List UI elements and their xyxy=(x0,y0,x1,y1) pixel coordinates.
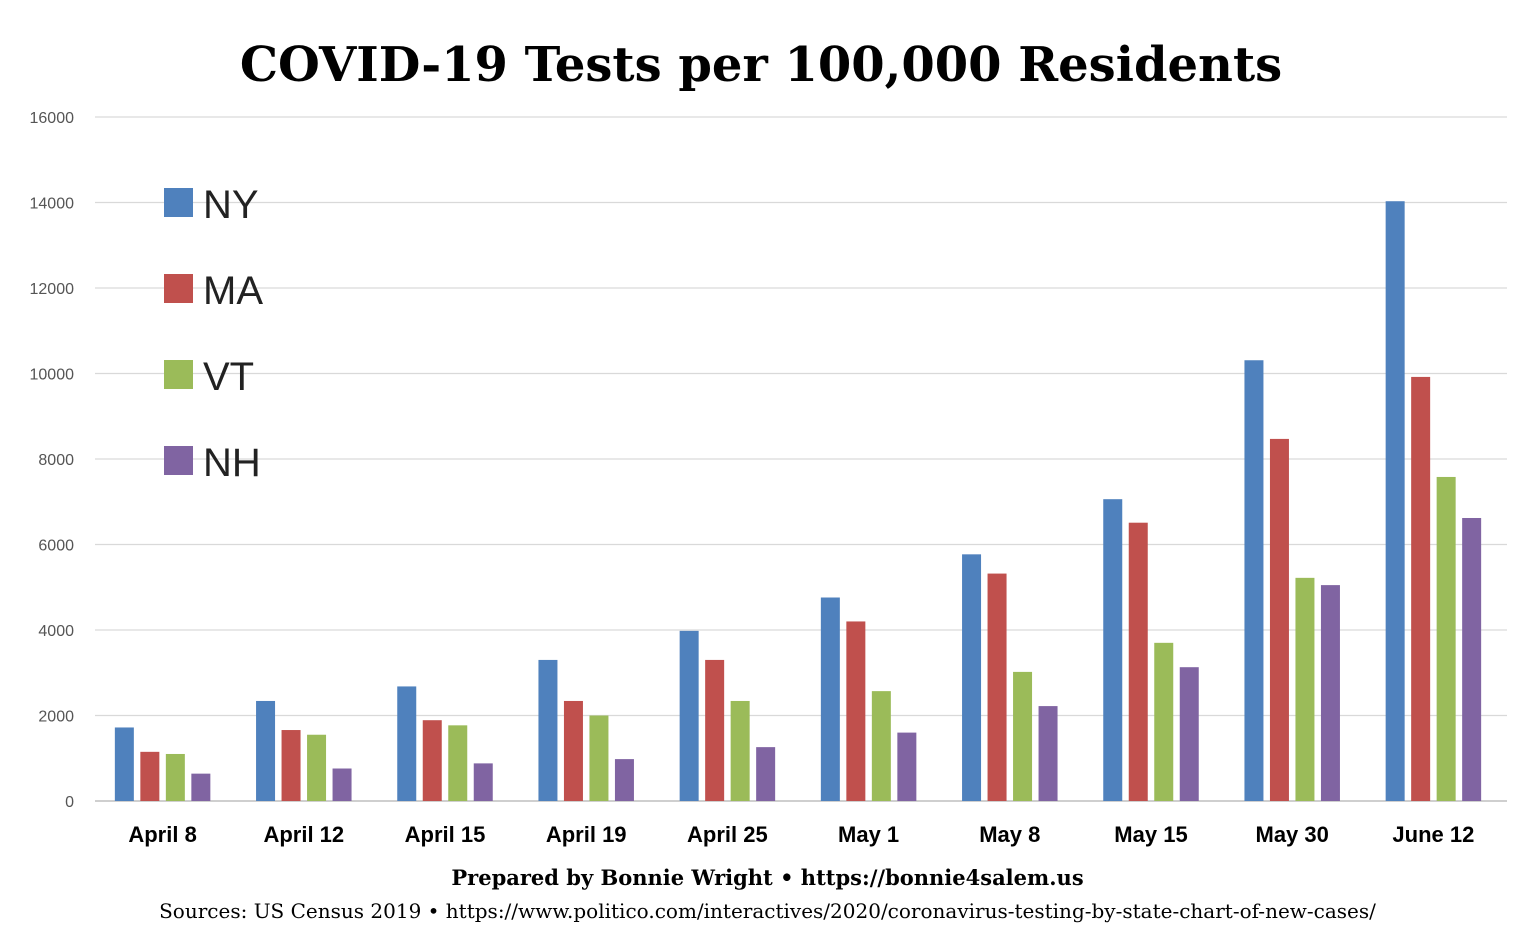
bar-ma-april-19 xyxy=(563,700,583,801)
y-tick-label: 6000 xyxy=(38,538,74,555)
y-tick-label: 8000 xyxy=(38,452,74,469)
bar-ny-april-25 xyxy=(679,630,699,801)
bar-ma-april-12 xyxy=(281,730,301,801)
bar-vt-may-15 xyxy=(1154,642,1174,801)
legend-label-ma: MA xyxy=(203,269,263,313)
bar-nh-may-30 xyxy=(1320,585,1340,801)
x-tick-label: April 15 xyxy=(405,822,486,847)
legend: NY MA VT NH xyxy=(164,183,263,485)
legend-swatch-ma xyxy=(164,274,193,303)
footer-sources: Sources: US Census 2019 • https://www.po… xyxy=(159,899,1376,923)
bar-ny-june-12 xyxy=(1385,201,1405,801)
bar-nh-april-19 xyxy=(614,759,634,801)
legend-label-ny: NY xyxy=(203,183,259,227)
bar-ny-may-30 xyxy=(1244,360,1264,801)
bar-ma-may-8 xyxy=(987,573,1007,801)
gridlines xyxy=(95,116,1507,802)
bar-vt-may-1 xyxy=(871,691,891,801)
x-tick-label: May 15 xyxy=(1114,822,1187,847)
bar-ma-may-15 xyxy=(1128,522,1148,801)
bar-ny-april-8 xyxy=(114,727,134,801)
bar-nh-may-1 xyxy=(897,732,917,801)
y-axis-ticks: 0 2000 4000 6000 8000 10000 12000 14000 16000 xyxy=(30,110,75,811)
bar-vt-may-30 xyxy=(1295,577,1315,801)
bar-nh-may-15 xyxy=(1179,667,1199,801)
bar-ma-april-25 xyxy=(705,659,725,801)
legend-swatch-vt xyxy=(164,360,193,389)
x-tick-label: May 8 xyxy=(979,822,1040,847)
bar-nh-april-25 xyxy=(756,747,776,801)
bar-ny-may-8 xyxy=(962,554,982,801)
x-axis-ticks: April 8 April 12 April 15 April 19 April 25 M… xyxy=(128,822,1474,847)
bar-nh-june-12 xyxy=(1462,517,1482,801)
bar-ny-april-15 xyxy=(397,686,417,801)
bar-nh-april-12 xyxy=(332,768,352,801)
bar-vt-may-8 xyxy=(1013,671,1033,801)
x-tick-label: April 19 xyxy=(546,822,627,847)
bar-vt-april-8 xyxy=(165,753,185,801)
bar-nh-may-8 xyxy=(1038,706,1058,801)
footer-credit: Prepared by Bonnie Wright • https://bonn… xyxy=(451,865,1084,890)
y-tick-label: 14000 xyxy=(30,196,75,213)
bar-ny-april-19 xyxy=(538,659,558,801)
x-tick-label: May 30 xyxy=(1256,822,1329,847)
bar-ny-may-15 xyxy=(1103,499,1123,801)
bar-vt-june-12 xyxy=(1436,476,1456,801)
bar-nh-april-8 xyxy=(191,773,211,801)
x-tick-label: May 1 xyxy=(838,822,899,847)
x-tick-label: April 8 xyxy=(128,822,196,847)
bar-ma-may-30 xyxy=(1269,438,1289,801)
bar-ny-april-12 xyxy=(256,700,276,801)
x-tick-label: April 25 xyxy=(687,822,768,847)
bars xyxy=(114,201,1482,801)
legend-label-vt: VT xyxy=(203,355,254,399)
bar-ma-april-15 xyxy=(422,720,442,801)
y-tick-label: 2000 xyxy=(38,709,74,726)
bar-ma-april-8 xyxy=(140,751,160,801)
legend-label-nh: NH xyxy=(203,441,261,485)
bar-vt-april-12 xyxy=(307,734,327,801)
bar-ma-june-12 xyxy=(1411,376,1431,801)
y-tick-label: 0 xyxy=(65,794,74,811)
bar-ma-may-1 xyxy=(846,621,866,801)
y-tick-label: 16000 xyxy=(30,110,75,127)
y-tick-label: 10000 xyxy=(30,367,75,384)
bar-ny-may-1 xyxy=(820,597,840,801)
bar-vt-april-19 xyxy=(589,715,609,801)
x-tick-label: June 12 xyxy=(1392,822,1474,847)
chart-title: COVID-19 Tests per 100,000 Residents xyxy=(239,37,1283,93)
y-tick-label: 12000 xyxy=(30,281,75,298)
legend-swatch-ny xyxy=(164,188,193,217)
bar-vt-april-15 xyxy=(448,725,468,801)
bar-nh-april-15 xyxy=(473,763,493,801)
legend-swatch-nh xyxy=(164,446,193,475)
bar-vt-april-25 xyxy=(730,700,750,801)
x-tick-label: April 12 xyxy=(263,822,344,847)
y-tick-label: 4000 xyxy=(38,623,74,640)
